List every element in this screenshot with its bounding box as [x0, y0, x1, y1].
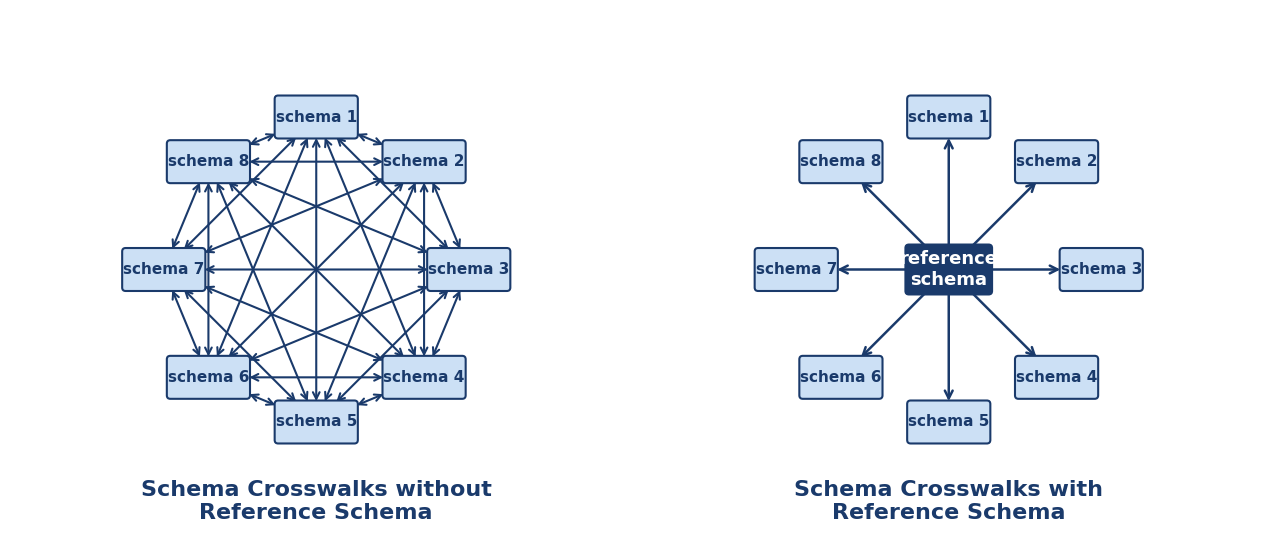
FancyBboxPatch shape: [1015, 140, 1098, 183]
FancyBboxPatch shape: [1015, 356, 1098, 399]
FancyBboxPatch shape: [907, 96, 990, 139]
FancyBboxPatch shape: [907, 400, 990, 443]
FancyBboxPatch shape: [755, 248, 837, 291]
FancyBboxPatch shape: [167, 356, 250, 399]
Text: schema 7: schema 7: [123, 262, 205, 277]
Text: schema 6: schema 6: [801, 370, 882, 385]
Text: schema 5: schema 5: [276, 415, 357, 430]
Text: schema 7: schema 7: [755, 262, 837, 277]
FancyBboxPatch shape: [382, 356, 466, 399]
FancyBboxPatch shape: [275, 96, 358, 139]
Text: schema 5: schema 5: [908, 415, 989, 430]
Text: schema 8: schema 8: [801, 154, 882, 169]
Text: schema 2: schema 2: [383, 154, 464, 169]
Text: schema 2: schema 2: [1016, 154, 1097, 169]
Text: schema 1: schema 1: [276, 109, 357, 124]
FancyBboxPatch shape: [167, 140, 250, 183]
Text: schema 6: schema 6: [168, 370, 249, 385]
FancyBboxPatch shape: [382, 140, 466, 183]
Text: schema 8: schema 8: [168, 154, 249, 169]
FancyBboxPatch shape: [799, 356, 883, 399]
FancyBboxPatch shape: [428, 248, 510, 291]
FancyBboxPatch shape: [275, 400, 358, 443]
Text: schema 4: schema 4: [1016, 370, 1097, 385]
Text: Schema Crosswalks without
Reference Schema: Schema Crosswalks without Reference Sche…: [140, 480, 492, 523]
FancyBboxPatch shape: [123, 248, 205, 291]
Text: schema 1: schema 1: [908, 109, 989, 124]
FancyBboxPatch shape: [799, 140, 883, 183]
FancyBboxPatch shape: [1060, 248, 1142, 291]
Text: schema 3: schema 3: [1060, 262, 1142, 277]
FancyBboxPatch shape: [906, 245, 992, 294]
Text: schema 4: schema 4: [383, 370, 464, 385]
Text: reference
schema: reference schema: [899, 250, 998, 289]
Text: schema 3: schema 3: [428, 262, 510, 277]
Text: Schema Crosswalks with
Reference Schema: Schema Crosswalks with Reference Schema: [794, 480, 1103, 523]
